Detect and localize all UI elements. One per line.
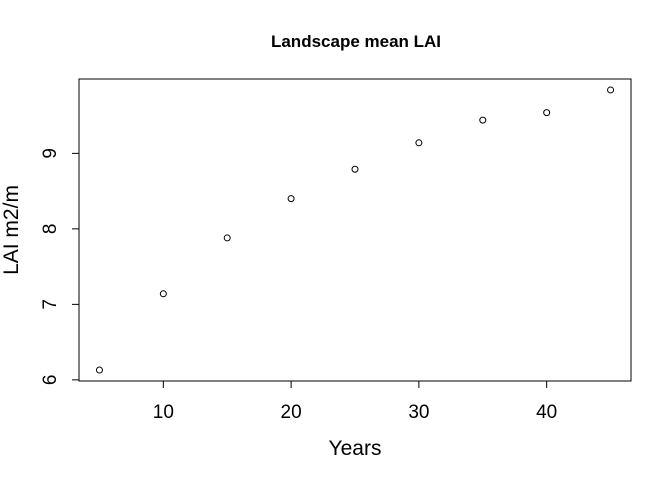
x-tick-label: 10 xyxy=(153,402,174,423)
data-point xyxy=(351,165,359,173)
y-tick-label: 7 xyxy=(40,299,61,310)
data-point xyxy=(287,195,295,203)
data-point xyxy=(479,116,487,124)
x-axis-label: Years xyxy=(329,437,382,460)
data-point xyxy=(607,86,615,94)
y-tick-label: 9 xyxy=(40,148,61,159)
chart-title: Landscape mean LAI xyxy=(271,32,441,51)
data-point xyxy=(415,139,423,147)
x-axis-ticks: 10 20 30 40 xyxy=(153,381,557,423)
plot-area-frame xyxy=(78,78,632,382)
data-point xyxy=(95,366,103,374)
x-tick-label: 40 xyxy=(536,402,557,423)
data-point xyxy=(159,290,167,298)
x-tick-label: 20 xyxy=(281,402,302,423)
y-tick-label: 8 xyxy=(40,224,61,235)
y-tick-label: 6 xyxy=(40,375,61,386)
data-points xyxy=(95,86,615,374)
x-tick-label: 30 xyxy=(408,402,429,423)
y-axis-ticks: 6 7 8 9 xyxy=(40,148,79,385)
y-axis-label: LAI m2/m xyxy=(0,185,23,275)
data-point xyxy=(223,234,231,242)
data-point xyxy=(543,109,551,117)
